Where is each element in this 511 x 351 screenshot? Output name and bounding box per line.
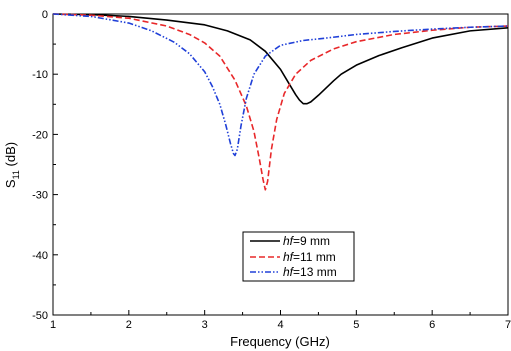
- y-axis-title-main: S: [3, 179, 18, 188]
- series-line-3: [52, 13, 509, 157]
- axis-ticks: 1 2 3 4 5 6 7 0 -10 -20 -30 -40 -50: [32, 9, 511, 331]
- series-line-1: [52, 13, 509, 105]
- x-tick-label: 4: [277, 319, 283, 331]
- x-axis-title: Frequency (GHz): [230, 334, 330, 349]
- x-tick-label: 7: [505, 319, 511, 331]
- legend-label-hf13: hf=13 mm: [283, 265, 337, 279]
- y-tick-label: -40: [32, 250, 48, 262]
- x-tick-label: 3: [202, 319, 208, 331]
- y-tick-label: -50: [32, 310, 48, 322]
- legend-label-hf9: hf=9 mm: [283, 234, 330, 248]
- series-line-2: [52, 13, 509, 191]
- legend-label-hf11: hf=11 mm: [283, 250, 336, 264]
- x-tick-label: 2: [126, 319, 132, 331]
- y-axis-title-sub: 11: [11, 170, 21, 179]
- series-layer: [52, 13, 509, 191]
- y-tick-label: -30: [32, 190, 48, 202]
- legend: hf=9 mm hf=11 mm hf=13 mm: [242, 231, 355, 282]
- y-tick-label: -20: [32, 129, 48, 141]
- y-axis-title-unit: (dB): [3, 142, 18, 170]
- y-axis-title: S11 (dB): [3, 142, 21, 188]
- y-tick-label: -10: [32, 69, 48, 81]
- x-tick-label: 6: [429, 319, 435, 331]
- x-tick-label: 1: [50, 319, 56, 331]
- y-tick-label: 0: [42, 9, 48, 21]
- x-tick-label: 5: [353, 319, 359, 331]
